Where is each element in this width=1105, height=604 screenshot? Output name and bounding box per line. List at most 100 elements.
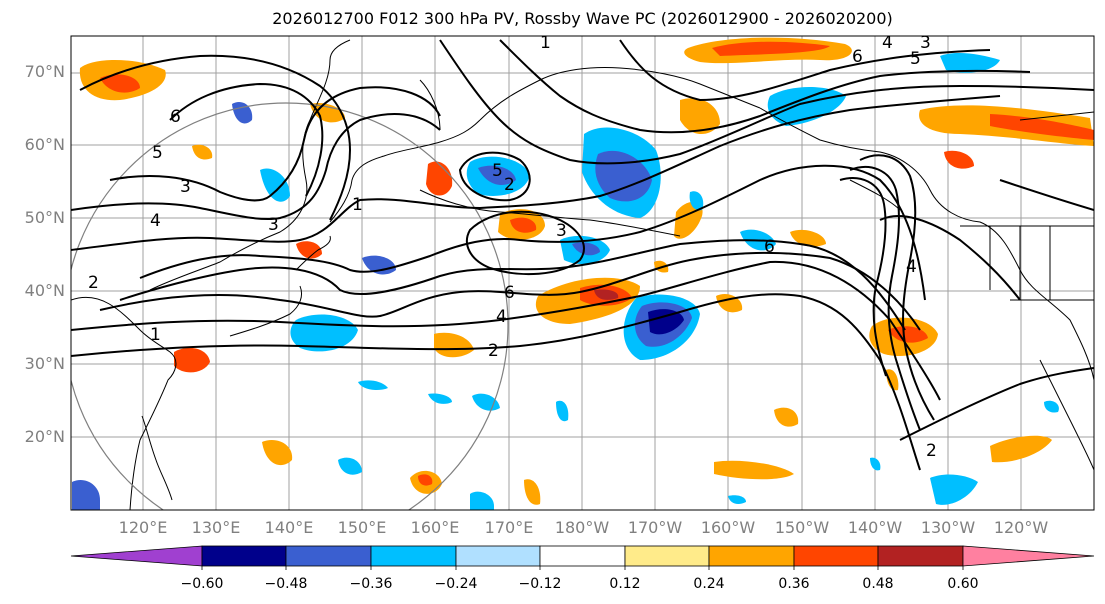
contour-line xyxy=(71,260,941,401)
contour-label: 5 xyxy=(492,161,503,181)
lon-label-170w: 170°W xyxy=(627,518,683,537)
contour-line xyxy=(71,95,1001,251)
colorbar-swatch xyxy=(201,545,287,567)
lat-label-50n: 50°N xyxy=(24,208,65,227)
pv-negative-area xyxy=(1044,400,1059,413)
pv-positive-core xyxy=(100,74,140,93)
lon-label-170e: 170°E xyxy=(484,518,534,537)
contour-line xyxy=(79,54,352,221)
contour-label: 1 xyxy=(150,325,161,345)
lat-label-70n: 70°N xyxy=(24,62,65,81)
contour-label: 4 xyxy=(150,211,161,231)
lon-label-180w: 180°W xyxy=(554,518,610,537)
pv-positive-area xyxy=(680,98,720,135)
map-frame xyxy=(70,35,1095,511)
contour-label: 2 xyxy=(926,441,937,461)
colorbar-label: −0.36 xyxy=(349,576,393,592)
pv-positive-area xyxy=(944,150,974,169)
contour-label: 4 xyxy=(906,257,917,277)
contour-line xyxy=(139,164,926,301)
coastline xyxy=(419,79,441,131)
contour-line xyxy=(899,367,1094,441)
colorbar-label: −0.12 xyxy=(518,576,562,592)
pv-positive-core xyxy=(712,41,830,56)
pv-positive-area xyxy=(174,347,210,373)
pv-negative-area xyxy=(338,457,362,475)
contour-line xyxy=(619,39,991,102)
colorbar-label: 0.12 xyxy=(609,576,641,592)
colorbar-swatch xyxy=(708,545,795,567)
coastline xyxy=(1019,111,1094,121)
chart-title: 2026012700 F012 300 hPa PV, Rossby Wave … xyxy=(272,9,893,28)
pv-negative-area xyxy=(362,255,396,275)
colorbar-extend-min xyxy=(70,545,203,567)
contour-line xyxy=(119,239,906,331)
colorbar-extend-max xyxy=(962,545,1095,567)
lon-label-130e: 130°E xyxy=(191,518,241,537)
lon-label-120w: 120°W xyxy=(993,518,1049,537)
contour-line xyxy=(458,151,531,202)
contour-label: 1 xyxy=(352,195,363,215)
lat-label-40n: 40°N xyxy=(24,281,65,300)
contour-label: 2 xyxy=(88,273,99,293)
pv-positive-area xyxy=(790,229,826,247)
pv-negative-dark xyxy=(648,309,684,335)
colorbar-label: 0.48 xyxy=(862,576,894,592)
contour-line xyxy=(839,177,887,377)
pv-positive-core xyxy=(990,114,1094,140)
coastline xyxy=(759,107,1094,381)
contour-label: 6 xyxy=(504,283,515,303)
lat-label-20n: 20°N xyxy=(24,427,65,446)
contour-label: 3 xyxy=(920,33,931,53)
pv-shading xyxy=(72,37,1094,510)
contour-label: 4 xyxy=(882,33,893,53)
colorbar-swatch xyxy=(370,545,457,567)
border-line xyxy=(960,225,1094,301)
pv-negative-area xyxy=(689,191,704,211)
pv-negative-area xyxy=(870,457,881,471)
colorbar-ticks xyxy=(201,566,964,570)
pv-positive-area xyxy=(886,369,899,391)
colorbar-swatch xyxy=(793,545,879,567)
pv-negative-area xyxy=(556,400,569,422)
coastline xyxy=(329,119,481,223)
contour-label: 3 xyxy=(556,221,567,241)
pv-negative-area xyxy=(260,168,290,202)
colorbar-label: −0.48 xyxy=(264,576,308,592)
contour-label: 2 xyxy=(504,175,515,195)
lat-label-60n: 60°N xyxy=(24,135,65,154)
pv-negative-area xyxy=(470,491,494,510)
contour-line xyxy=(999,179,1094,211)
contour-label: 1 xyxy=(540,33,551,53)
pv-positive-area xyxy=(426,161,453,196)
contour-label: 4 xyxy=(496,307,507,327)
pv-negative-area xyxy=(358,380,388,390)
pv-negative-core xyxy=(572,242,600,256)
contour-label: 6 xyxy=(170,107,181,127)
colorbar-label: −0.60 xyxy=(180,576,224,592)
contour-label: 6 xyxy=(852,47,863,67)
pv-positive-area xyxy=(296,241,322,259)
lon-label-150e: 150°E xyxy=(337,518,387,537)
coastline xyxy=(141,415,173,501)
contour-label: 3 xyxy=(180,177,191,197)
lon-label-120e: 120°E xyxy=(118,518,168,537)
pv-negative-area xyxy=(767,87,846,126)
pv-positive-area xyxy=(262,440,293,466)
pv-negative-area xyxy=(940,53,1000,73)
contour-label: 2 xyxy=(488,341,499,361)
contour-labels: 2 3 4 5 6 1 2 3 4 5 6 1 2 3 4 5 6 1 2 3 … xyxy=(88,33,937,461)
contour-line xyxy=(169,82,324,197)
contour-line xyxy=(71,293,921,471)
lon-label-140w: 140°W xyxy=(847,518,903,537)
colorbar-label: 0.24 xyxy=(693,576,725,592)
colorbar-label: 0.36 xyxy=(778,576,810,592)
pv-positive-area xyxy=(774,407,799,427)
region-circle xyxy=(71,102,509,510)
contour-label: 5 xyxy=(152,143,163,163)
lon-label-160w: 160°W xyxy=(700,518,756,537)
pv-positive-dark xyxy=(594,289,619,300)
contour-line xyxy=(109,86,441,202)
coastline xyxy=(295,235,331,271)
colorbar-swatch xyxy=(285,545,372,567)
